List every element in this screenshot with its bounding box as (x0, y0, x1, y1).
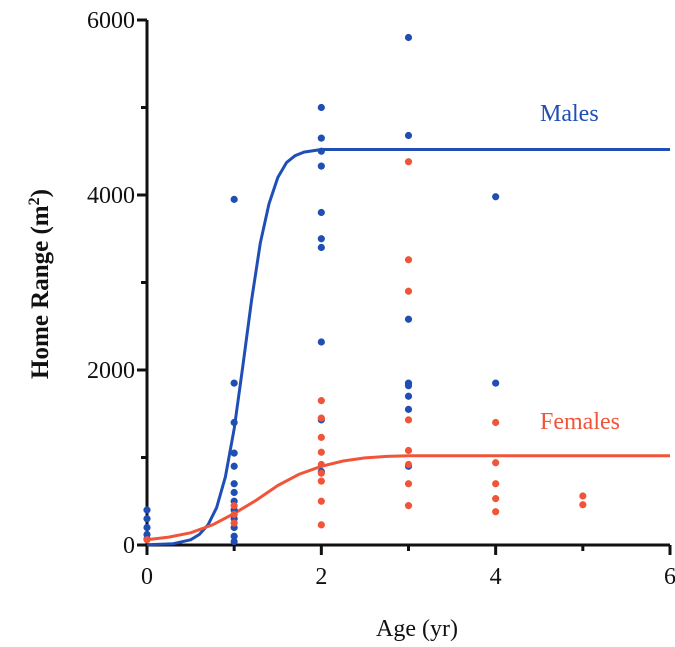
data-point-males (230, 532, 238, 540)
data-point-females (230, 502, 238, 510)
data-point-males (317, 103, 325, 112)
data-point-females (404, 256, 413, 264)
data-point-males (404, 131, 413, 140)
data-point-males (404, 315, 413, 323)
data-point-females (404, 416, 413, 424)
data-point-males (317, 235, 325, 243)
data-point-females (492, 495, 500, 503)
data-point-females (492, 459, 500, 467)
data-point-females (404, 158, 413, 166)
y-axis-label-close: ) (27, 189, 54, 197)
data-point-females (404, 502, 413, 510)
data-point-males (404, 33, 413, 42)
fit-curve-females (146, 454, 670, 542)
data-point-females (492, 508, 500, 516)
data-point-males (404, 392, 413, 400)
data-point-females (404, 287, 413, 295)
data-point-females (230, 510, 238, 518)
x-tick-label: 2 (315, 564, 327, 590)
data-point-males (143, 515, 151, 523)
data-point-females (579, 492, 587, 500)
series-label-males: Males (540, 101, 599, 127)
data-point-females (317, 469, 325, 477)
y-tick-label: 4000 (87, 183, 135, 209)
data-point-females (317, 414, 325, 422)
series-label-females: Females (540, 409, 620, 435)
x-tick-label: 4 (490, 564, 502, 590)
data-point-females (579, 501, 587, 509)
x-tick-label: 0 (141, 564, 153, 590)
data-point-males (230, 449, 238, 457)
data-point-males (317, 338, 325, 346)
y-axis-label-main: Home Range (m (27, 205, 54, 379)
fit-curves (146, 148, 670, 547)
data-point-males (230, 537, 238, 546)
data-point-males (317, 162, 325, 170)
data-point-males (492, 379, 500, 387)
data-point-males (230, 462, 238, 470)
data-point-males (317, 208, 325, 217)
data-point-females (317, 497, 325, 505)
y-tick-label: 0 (123, 533, 135, 559)
data-point-females (492, 418, 500, 427)
data-point-males (143, 523, 151, 532)
labels: Age (yr) Home Range (m2) Males Females (26, 101, 620, 642)
x-axis-label: Age (yr) (376, 616, 458, 642)
data-point-females (317, 460, 325, 469)
x-tick-label: 6 (664, 564, 675, 590)
data-point-males (230, 488, 238, 497)
data-point-males (404, 382, 413, 390)
data-points (143, 33, 587, 546)
data-point-females (143, 536, 151, 544)
data-point-males (317, 134, 325, 142)
data-point-females (317, 521, 325, 529)
data-point-males (492, 193, 500, 201)
data-point-males (317, 243, 325, 252)
data-point-males (230, 379, 238, 387)
data-point-males (230, 195, 238, 203)
data-point-females (317, 448, 325, 456)
data-point-males (404, 405, 413, 413)
data-point-females (404, 480, 413, 488)
data-point-males (230, 418, 238, 427)
y-axis-label-superscript: 2 (26, 197, 43, 205)
y-tick-label: 2000 (87, 358, 135, 384)
data-point-males (143, 506, 151, 514)
fit-curve-males (146, 148, 670, 547)
data-point-females (492, 480, 500, 488)
data-point-males (230, 480, 238, 488)
y-axis-label: Home Range (m2) (26, 189, 54, 379)
data-point-females (317, 477, 325, 485)
y-tick-label: 6000 (87, 8, 135, 34)
data-point-males (317, 147, 325, 155)
data-point-females (404, 460, 413, 469)
data-point-females (404, 446, 413, 455)
data-point-females (317, 433, 325, 441)
axes: 0 2000 4000 6000 0 2 4 6 (87, 8, 675, 590)
data-point-females (230, 519, 238, 527)
data-point-females (317, 397, 325, 405)
